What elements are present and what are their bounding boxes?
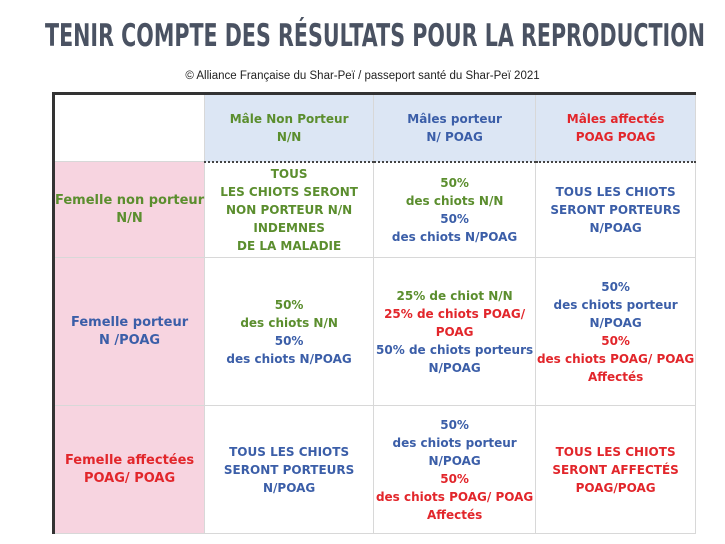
cell-line: Mâle Non Porteur [229, 111, 349, 126]
cell-line: Affectés [426, 507, 483, 522]
title: TENIR COMPTE DES RÉSULTATS POUR LA REPRO… [45, 18, 705, 54]
table-row: Femelle non porteur N/N TOUS LES CHIOTS SER… [52, 161, 697, 258]
cell-line: INDEMNES [253, 220, 325, 235]
title-area: TENIR COMPTE DES RÉSULTATS POUR LA REPRO… [45, 18, 705, 54]
column-header: Mâles affectés POAG POAG [535, 93, 697, 163]
table-cell: TOUS LES CHIOTS SERONT AFFECTÉS POAG/POAG [535, 405, 697, 534]
cell-line: des chiots N/N [405, 193, 504, 208]
cell-line: N /POAG [98, 332, 161, 348]
cell-line: des chiots porteur [553, 297, 678, 312]
table-cell: 50% des chiots N/N 50% des chiots N/POAG [204, 257, 375, 406]
table: Mâle Non Porteur N/N Mâles porteur N/ POAG M… [52, 92, 697, 534]
cell-line: TOUS LES CHIOTS [555, 444, 676, 459]
cell-line: 50% [601, 279, 630, 294]
row-header: Femelle porteur N /POAG [52, 257, 206, 406]
cell-line: N/N [116, 210, 143, 226]
cell-line: 50% [274, 333, 304, 348]
cell-line: Mâles porteur [407, 111, 502, 126]
table-cell: 25% de chiot N/N 25% de chiots POAG/POAG 5… [373, 257, 537, 406]
cell-line: TOUS [270, 166, 308, 181]
cell-line: 50% [440, 417, 469, 432]
cell-line: Mâles affectés [566, 111, 665, 126]
table-row: Femelle porteur N /POAG 50% des chiots N/N 5… [52, 257, 697, 406]
cell-line: N/POAG [589, 220, 642, 235]
cell-line: 25% de chiot N/N [396, 288, 513, 303]
cell-line: 25% de chiots POAG/ [384, 306, 526, 321]
cell-line: N/POAG [589, 315, 642, 330]
cell-line: N/ POAG [426, 129, 483, 144]
cell-line: N/POAG [428, 453, 481, 468]
cell-line: des chiots POAG/ POAG [375, 489, 534, 504]
header-row: Mâle Non Porteur N/N Mâles porteur N/ POAG M… [52, 93, 697, 163]
table-cell: 50% des chiots N/N 50% des chiots N/POAG [373, 161, 537, 258]
corner-cell [52, 93, 206, 162]
table-cell: TOUS LES CHIOTS SERONT PORTEURS N/POAG [204, 405, 375, 534]
cell-line: N/POAG [428, 360, 481, 375]
cell-line: Affectés [587, 369, 644, 384]
subtitle: © Alliance Française du Shar-Peï / passe… [185, 70, 540, 82]
cell-line: N/N [276, 129, 302, 144]
cell-line: 50% [440, 211, 469, 226]
cell-line: 50% de chiots porteurs [376, 342, 534, 357]
cell-line: Femelle porteur [70, 314, 189, 330]
cell-line: POAG [435, 324, 474, 339]
cell-line: LES CHIOTS SERONT [220, 184, 358, 199]
row-header: Femelle non porteur N/N [52, 161, 206, 258]
cell-line: POAG/POAG [575, 480, 656, 495]
cell-line: Femelle non porteur [55, 192, 205, 208]
cell-line: N/POAG [262, 480, 316, 495]
cell-line: DE LA MALADIE [236, 238, 342, 253]
cell-line: des chiots POAG/ POAG [536, 351, 695, 366]
cell-line: 50% [601, 333, 630, 348]
cell-line: 50% [440, 471, 469, 486]
cell-line: 50% [274, 297, 304, 312]
cell-line: NON PORTEUR N/N [226, 202, 353, 217]
cell-line: 50% [440, 175, 469, 190]
column-header: Mâles porteur N/ POAG [373, 93, 537, 163]
cell-line: POAG/ POAG [83, 470, 176, 486]
row-header: Femelle affectées POAG/ POAG [52, 405, 206, 534]
cell-line: Femelle affectées [64, 452, 195, 468]
cell-line: TOUS LES CHIOTS [555, 184, 676, 199]
table-cell: TOUS LES CHIOTS SERONT PORTEURS N/POAG [535, 161, 697, 258]
cell-line: SERONT PORTEURS [550, 202, 681, 217]
table-cell: TOUS LES CHIOTS SERONT NON PORTEUR N/N INDE… [204, 161, 375, 258]
column-header: Mâle Non Porteur N/N [204, 93, 375, 163]
table-cell: 50% des chiots porteur N/POAG 50% des chiots… [535, 257, 697, 406]
cell-line: SERONT PORTEURS [223, 462, 355, 477]
cell-line: SERONT AFFECTÉS [552, 462, 679, 477]
table-cell: 50% des chiots porteur N/POAG 50% des chiots… [373, 405, 537, 534]
cell-line: des chiots N/POAG [226, 351, 352, 366]
cell-line: POAG POAG [575, 129, 656, 144]
cell-line: TOUS LES CHIOTS [229, 444, 350, 459]
table-row: Femelle affectées POAG/ POAG TOUS LES CHIO… [52, 405, 697, 534]
cell-line: des chiots porteur [392, 435, 517, 450]
cell-line: des chiots N/N [240, 315, 338, 330]
cell-line: des chiots N/POAG [391, 229, 518, 244]
